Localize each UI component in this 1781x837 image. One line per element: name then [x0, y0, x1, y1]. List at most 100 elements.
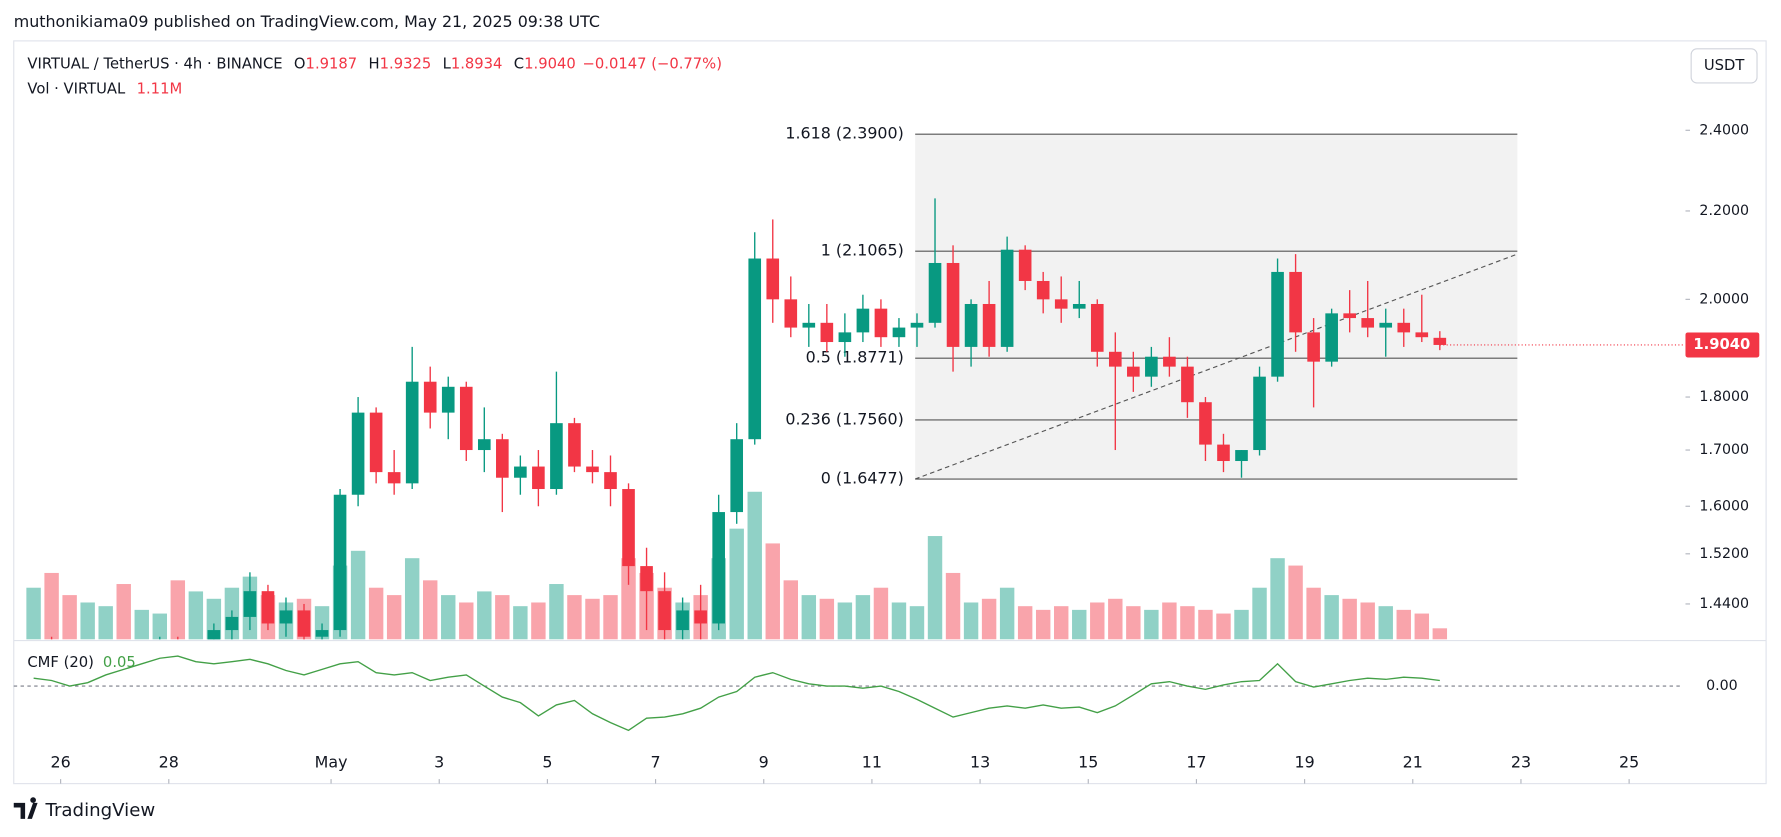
x-tick-label: May	[315, 753, 348, 772]
cmf-label: CMF (20)	[27, 654, 93, 671]
candle-body	[243, 591, 257, 617]
candle-body	[423, 381, 437, 413]
candle-body	[964, 303, 978, 347]
volume-bar	[98, 606, 113, 640]
candle-body	[730, 439, 744, 513]
ohlc-label: L	[443, 56, 452, 73]
candle-body	[1289, 271, 1302, 333]
ohlc-value: 1.8934	[451, 56, 503, 73]
x-tick-label: 3	[434, 753, 444, 772]
volume-bar	[801, 595, 817, 640]
chart-frame	[13, 40, 1767, 785]
candle-body	[820, 322, 834, 343]
publisher-line: muthonikiama09 published on TradingView.…	[14, 12, 600, 31]
volume-bar	[1360, 602, 1375, 640]
volume-bar	[531, 602, 546, 640]
y-tick-label: 1.8000	[1699, 389, 1749, 405]
volume-bar	[1234, 609, 1249, 640]
volume-bar	[585, 598, 600, 640]
candle-body	[1379, 322, 1393, 328]
candle-body	[369, 412, 383, 473]
candle-body	[586, 466, 599, 473]
volume-bar	[44, 572, 59, 640]
volume-bar	[80, 602, 95, 640]
candle-body	[1253, 376, 1266, 451]
volume-bar	[459, 602, 474, 640]
symbol: VIRTUAL / TetherUS · 4h · BINANCE	[27, 56, 282, 73]
y-tick-label: 1.5200	[1699, 546, 1749, 562]
candle-body	[874, 308, 888, 338]
volume-bar	[386, 595, 402, 640]
volume-bar	[999, 587, 1015, 640]
volume-bar	[603, 595, 618, 640]
candle-body	[910, 322, 924, 328]
candle-body	[477, 439, 491, 451]
candle-body	[351, 412, 365, 495]
candle-body	[1127, 366, 1140, 377]
y-tick-label: 1.7000	[1699, 442, 1749, 458]
volume-value: 1.11M	[137, 81, 183, 98]
volume-bar	[1162, 602, 1177, 640]
x-tick-label: 5	[542, 753, 552, 772]
candle-body	[1054, 299, 1068, 309]
volume-bar	[188, 591, 204, 640]
candle-body	[1217, 444, 1230, 462]
brand-name: TradingView	[45, 800, 156, 821]
candle-body	[1325, 313, 1338, 362]
x-tick-label: 7	[651, 753, 661, 772]
cmf-legend: CMF (20) 0.05	[27, 654, 135, 671]
volume-bar	[441, 595, 456, 640]
x-tick-label: 13	[970, 753, 990, 772]
change: −0.0147 (−0.77%)	[583, 56, 722, 73]
volume-bar	[873, 587, 889, 640]
x-tick-label: 23	[1511, 753, 1531, 772]
y-tick-label: 2.4000	[1699, 122, 1749, 138]
volume-bar	[423, 580, 438, 640]
candle-body	[802, 322, 816, 328]
candle-body	[856, 308, 870, 333]
brand-logo: TradingView	[13, 797, 156, 821]
fib-label: 1 (2.1065)	[821, 241, 904, 260]
volume-bar	[1108, 598, 1123, 640]
volume-bar	[1054, 606, 1069, 640]
x-tick-label: 15	[1078, 753, 1098, 772]
candle-body	[838, 332, 852, 343]
candle-body	[333, 494, 347, 631]
volume-bar	[549, 584, 564, 640]
fib-label: 0 (1.6477)	[821, 469, 904, 488]
price-badge	[1685, 332, 1760, 358]
x-tick-label: 21	[1403, 753, 1423, 772]
candle-body	[297, 610, 311, 637]
ohlc-label: H	[369, 56, 380, 73]
ohlc-label: C	[514, 56, 524, 73]
candle-body	[441, 386, 455, 413]
x-tick-label: 9	[759, 753, 769, 772]
candle-body	[279, 610, 293, 624]
volume-bar	[981, 598, 997, 640]
fib-label: 1.618 (2.3900)	[785, 124, 903, 143]
volume-bar	[1035, 609, 1051, 640]
currency-button[interactable]	[1690, 48, 1758, 84]
volume-bar	[134, 609, 149, 640]
currency-label[interactable]: USDT	[1704, 57, 1746, 74]
y-tick-label: 2.0000	[1699, 291, 1749, 307]
candle-body	[748, 258, 762, 440]
ohlc-value: 1.9325	[380, 56, 432, 73]
candle-body	[658, 591, 671, 631]
candle-body	[1397, 322, 1411, 333]
candle-body	[496, 439, 509, 478]
volume-bar	[1396, 609, 1411, 640]
volume-bar	[855, 595, 871, 640]
volume-bar	[1072, 609, 1087, 640]
cmf-tick-label: 0.00	[1706, 678, 1738, 694]
candle-body	[1090, 303, 1104, 352]
candle-body	[1018, 249, 1032, 281]
candle-body	[892, 327, 906, 338]
x-tick-label: 19	[1295, 753, 1315, 772]
volume-bar	[747, 491, 762, 640]
volume-bar	[62, 595, 77, 640]
volume-bar	[206, 598, 222, 640]
candle-body	[568, 423, 581, 467]
candle-body	[315, 630, 329, 637]
candle-body	[1361, 318, 1375, 328]
